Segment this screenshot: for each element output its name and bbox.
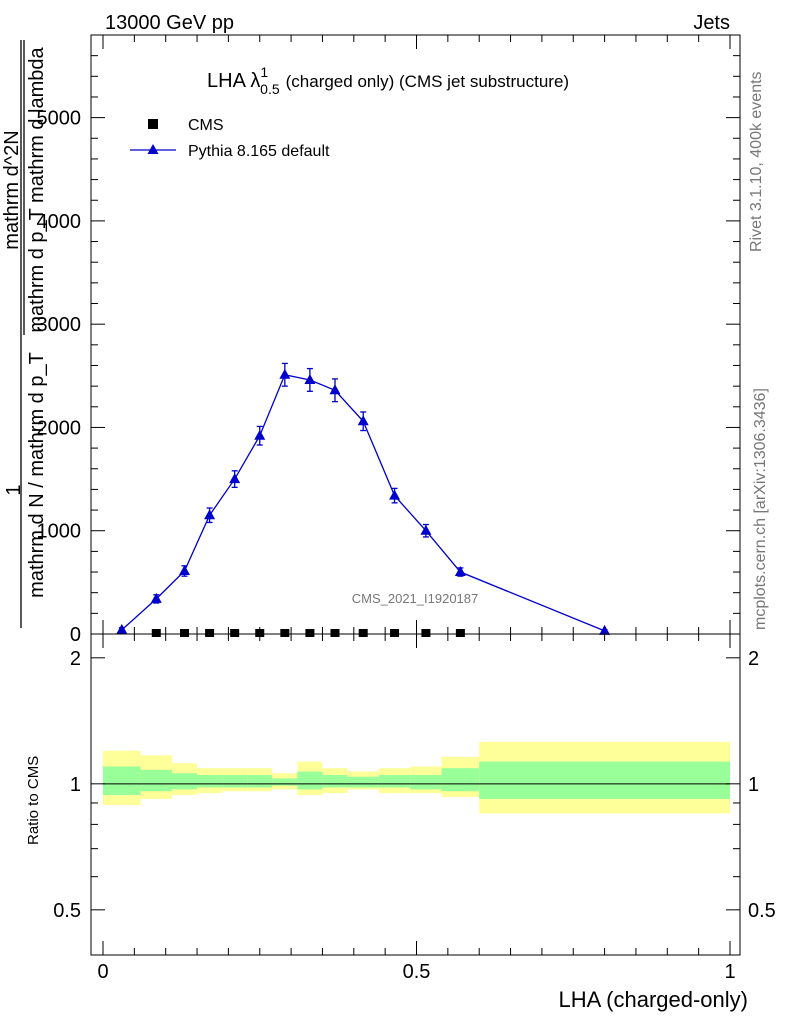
ratio-green-band [103,766,141,796]
cms-point [455,629,465,637]
cms-point [180,629,190,637]
main-y-tick-label: 2000 [37,417,82,439]
main-y-label-num: 1 [3,484,25,495]
rivet-version-label: Rivet 3.1.10, 400k events [748,71,765,252]
main-y-label-den: mathrm d N / mathrm d p_T [26,352,48,598]
pythia-series [116,362,611,635]
mcplots-label: mcplots.cern.ch [arXiv:1306.3436] [752,388,769,630]
ratio-x-tick-labels: 0 0.5 1 [97,961,735,983]
header-right-label: Jets [693,12,730,34]
pythia-line [121,374,605,632]
cms-series [151,629,465,637]
ratio-green-band [171,773,198,790]
main-y-label-right-num: mathrm d^2N [1,130,23,249]
legend-pythia-marker [147,144,159,154]
plot-title-sub: 0.5 [260,81,280,97]
pythia-point [150,592,162,603]
ratio-y-tick-label-left: 1 [70,774,81,796]
ratio-green-band [441,768,480,792]
header-left-label: 13000 GeV pp [105,12,234,34]
pythia-point [229,473,241,484]
ratio-green-band [297,771,323,790]
main-y-tick-label: 4000 [37,211,82,233]
cms-point [280,629,290,637]
cms-point [390,629,400,637]
plot-title-main: LHA λ [207,70,260,92]
main-axis-ticks [91,35,740,635]
pythia-point [304,373,316,384]
pythia-point [116,623,128,634]
cms-point [205,629,215,637]
pythia-point [389,489,401,500]
ratio-x-tick-label: 1 [724,961,735,983]
ratio-green-band [479,761,730,799]
pythia-point [279,368,291,379]
ratio-green-band [247,774,273,788]
pythia-point [179,565,191,576]
cms-point [151,629,161,637]
ratio-green-band [222,774,248,788]
cms-point [358,629,368,637]
ratio-y-tick-labels: 0.5 0.5 1 1 2 2 [53,648,776,922]
ratio-y-axis-label: Ratio to CMS [25,756,42,845]
main-y-tick-label: 3000 [37,314,82,336]
plot-title-rest: (charged only) (CMS jet substructure) [286,72,569,91]
ratio-y-tick-label-right: 2 [748,648,759,670]
legend-cms-label: CMS [188,117,224,134]
ratio-bands [103,741,730,814]
plot-title-sup: 1 [260,64,268,80]
ratio-green-band [140,769,172,792]
cms-point [230,629,240,637]
ratio-green-band [347,776,379,788]
pythia-point [420,524,432,535]
ratio-x-tick-label: 0.5 [403,961,431,983]
ratio-y-tick-label-right: 0.5 [748,900,776,922]
ratio-plot-frame [90,633,741,956]
legend-cms-marker [148,119,158,129]
cms-point [255,629,265,637]
pythia-point [329,384,341,395]
ratio-green-band [378,774,411,788]
ratio-y-tick-label-left: 0.5 [53,900,81,922]
ratio-axis-ticks [91,634,740,955]
ratio-y-tick-label-left: 2 [70,648,81,670]
main-y-tick-label: 5000 [37,108,82,130]
main-y-axis-label: 1 mathrm d N / mathrm d p_T mathrm d^2N … [1,40,48,628]
ratio-y-tick-label-right: 1 [748,774,759,796]
plot-title: LHA λ1 0.5 (charged only) (CMS jet substru… [207,64,569,97]
main-y-tick-label: 1000 [37,521,82,543]
legend-pythia-label: Pythia 8.165 default [188,143,330,160]
cms-point [305,629,315,637]
pythia-point [454,566,466,577]
pythia-point [254,429,266,440]
main-y-label-right-den: mathrm d p_T mathrm d lambda [26,46,48,332]
ratio-green-band [197,774,223,788]
analysis-watermark: CMS_2021_I1920187 [352,591,479,606]
pythia-point [204,509,216,520]
cms-point [421,629,431,637]
pythia-point [357,415,369,426]
ratio-green-band [410,774,442,790]
main-y-tick-label: 0 [70,624,81,646]
ratio-green-band [272,778,298,786]
ratio-green-band [322,774,348,788]
ratio-x-tick-label: 0 [97,961,108,983]
x-axis-label: LHA (charged-only) [558,987,748,1012]
cms-point [330,629,340,637]
main-y-tick-labels: 0 1000 2000 3000 4000 5000 [37,108,82,646]
pythia-point [599,624,611,635]
